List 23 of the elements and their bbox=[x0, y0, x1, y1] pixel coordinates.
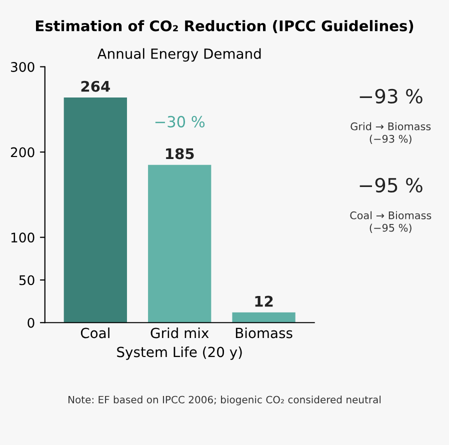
bar bbox=[148, 164, 212, 323]
chart-subtitle: Annual Energy Demand bbox=[97, 48, 261, 62]
y-tick-label: 50 bbox=[19, 275, 34, 286]
x-axis-title: System Life (20 y) bbox=[117, 346, 242, 360]
x-tick-label: Biomass bbox=[236, 327, 292, 338]
data-label: 12 bbox=[255, 296, 273, 307]
y-tick-label: 100 bbox=[11, 232, 34, 243]
x-tick-label: Coal bbox=[80, 327, 110, 338]
data-label: 264 bbox=[81, 80, 110, 92]
chart-title: Estimation of CO₂ Reduction (IPCC Guidelines) bbox=[36, 20, 414, 34]
data-label: 185 bbox=[166, 148, 194, 160]
text: −93 % bbox=[360, 88, 422, 104]
y-tick-label: 300 bbox=[11, 62, 34, 72]
x-tick-label: Grid mix bbox=[150, 327, 209, 338]
text: Grid → Biomass (−93 %) bbox=[350, 122, 431, 144]
text: Coal → Biomass (−95 %) bbox=[350, 211, 432, 233]
bar bbox=[64, 97, 127, 323]
bar bbox=[232, 312, 296, 323]
y-tick-label: 200 bbox=[10, 147, 34, 158]
annotation: −30 % bbox=[155, 116, 205, 128]
text: Note: EF based on IPCC 2006; biogenic CO₂ considered neutral bbox=[68, 396, 381, 406]
text: −95 % bbox=[360, 178, 422, 193]
y-tick-label: 0 bbox=[28, 318, 34, 328]
